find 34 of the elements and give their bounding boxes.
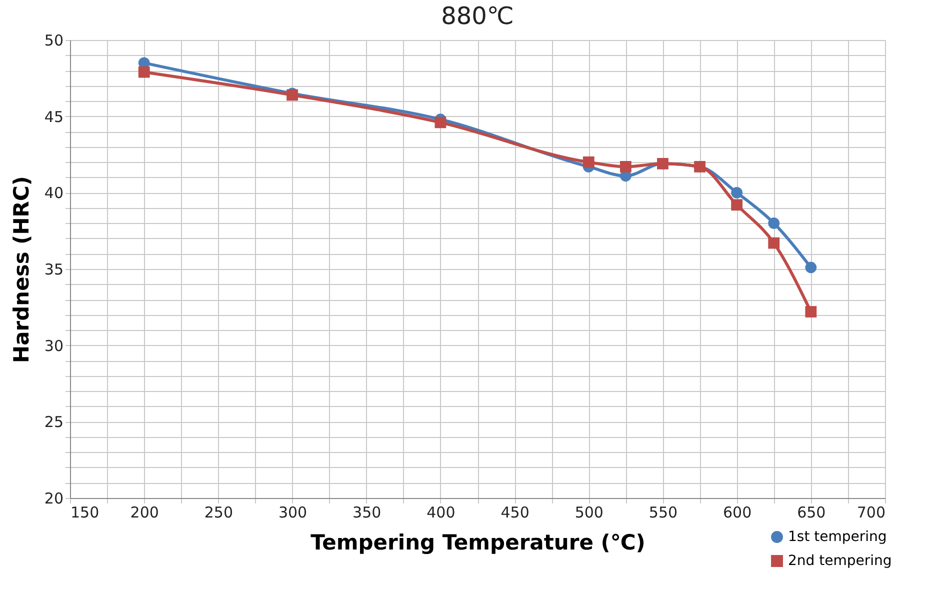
point [620,161,632,172]
y-tick-label: 35 [44,260,64,278]
point [434,116,446,128]
x-tick-label: 200 [130,504,159,522]
x-tick-label: 500 [574,504,604,522]
x-tick-label: 400 [426,504,456,522]
legend-label: 2nd tempering [788,553,892,569]
y-axis-title: Hardness (HRC) [9,176,34,363]
chart-title: 880℃ [441,2,514,30]
point [731,186,743,198]
y-tick-label: 25 [44,413,64,432]
x-axis-title: Tempering Temperature (℃) [310,530,646,554]
x-tick-label: 650 [797,504,826,522]
y-tick-label: 30 [44,336,64,355]
legend-label: 1st tempering [788,529,887,545]
point [582,156,594,168]
point [138,66,150,78]
y-tick-label: 40 [44,184,64,202]
y-tick-label: 45 [44,108,64,126]
y-tick-label: 50 [44,32,64,50]
point [805,262,817,274]
x-tick-label: 150 [70,504,100,522]
x-tick-label: 550 [648,504,678,522]
x-tick-label: 300 [278,504,308,522]
x-tick-label: 250 [204,504,233,522]
x-tick-label: 700 [856,504,886,522]
point [768,218,780,229]
point [805,306,817,318]
x-tick-label: 600 [723,504,752,522]
x-tick-label: 450 [500,504,530,522]
point [731,199,743,211]
y-tick-label: 20 [44,490,64,508]
x-tick-label: 350 [352,504,382,522]
point [768,237,780,249]
